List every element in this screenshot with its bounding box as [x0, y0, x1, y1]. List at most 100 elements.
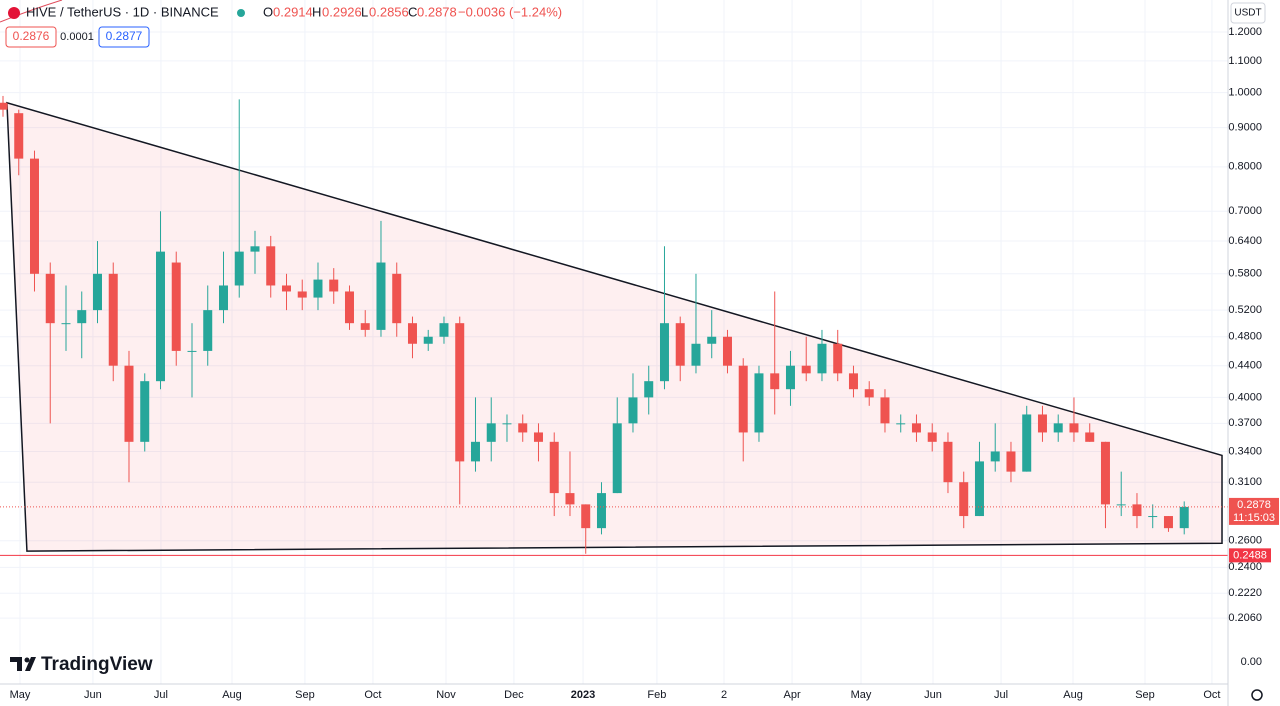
candle-body	[833, 343, 843, 374]
candle-body	[1179, 506, 1189, 529]
brand[interactable]: TradingView	[41, 654, 153, 675]
candle-body	[880, 397, 890, 424]
candle-body	[407, 323, 417, 344]
x-tick-label: Oct	[1203, 689, 1220, 701]
candle-body	[864, 389, 874, 398]
buy-price[interactable]: 0.2877	[106, 29, 143, 43]
market-status	[237, 9, 245, 17]
candle-body	[549, 441, 559, 494]
y-tick-label: 0.2220	[1228, 587, 1262, 599]
y-tick-label: 0.3400	[1228, 445, 1262, 457]
x-tick-label: Sep	[1135, 689, 1155, 701]
candle-body	[124, 365, 134, 442]
candle-body	[297, 291, 307, 298]
candle-body	[1085, 432, 1095, 442]
candle-body	[754, 373, 764, 433]
candle-body	[344, 291, 354, 324]
candle-body	[1037, 414, 1047, 433]
currency-button[interactable]	[1230, 2, 1266, 24]
sell-button[interactable]	[5, 26, 57, 48]
ohlc-value: 0.2878	[417, 4, 457, 19]
y-tick-label: 0.4400	[1228, 360, 1262, 372]
candle-body	[1132, 504, 1142, 517]
ohlc-label: O	[263, 4, 273, 19]
x-tick-label: Jul	[994, 689, 1008, 701]
candle-body	[691, 343, 701, 366]
candle-body	[92, 273, 102, 311]
candle-body	[927, 432, 937, 442]
candle-body	[848, 373, 858, 390]
x-tick-label: Oct	[364, 689, 381, 701]
candle-body	[911, 423, 921, 433]
currency[interactable]: USDT	[1234, 8, 1261, 19]
candle-body	[596, 493, 606, 529]
candle-body	[108, 273, 118, 366]
candle-body	[313, 279, 323, 298]
x-tick-label: Sep	[295, 689, 315, 701]
candle-body	[770, 373, 780, 390]
x-tick-label: 2023	[571, 689, 595, 701]
axis-bottom-label: 0.00	[1241, 656, 1262, 668]
candle-body	[959, 482, 969, 517]
ohlc-label: H	[312, 4, 321, 19]
x-tick-label: Apr	[783, 689, 800, 701]
candle-body	[1053, 423, 1063, 433]
y-tick-label: 0.5800	[1228, 268, 1262, 280]
y-tick-label: 0.8000	[1228, 161, 1262, 173]
candle-body	[470, 441, 480, 462]
x-tick-label: Jun	[84, 689, 102, 701]
y-tick-label: 0.4000	[1228, 391, 1262, 403]
x-tick-label: Dec	[504, 689, 524, 701]
candle-body	[281, 285, 291, 292]
y-tick-label: 1.0000	[1228, 87, 1262, 99]
candle-body	[943, 441, 953, 483]
ohlc-label: C	[408, 4, 417, 19]
candle-body	[581, 504, 591, 529]
candle-body	[974, 461, 984, 517]
ohlc-label: L	[361, 4, 368, 19]
countdown: 11:15:03	[1233, 512, 1275, 524]
candle-body	[486, 423, 496, 442]
candle-body	[329, 279, 339, 292]
x-tick-label: Aug	[1063, 689, 1083, 701]
candle-body	[612, 423, 622, 494]
candle-body	[234, 251, 244, 286]
candle-body	[155, 251, 165, 382]
candle-body	[707, 336, 717, 344]
partial-drawing	[0, 0, 63, 23]
y-tick-label: 0.3100	[1228, 476, 1262, 488]
x-tick-label: Jul	[154, 689, 168, 701]
spread: 0.0001	[60, 31, 94, 43]
y-tick-label: 1.2000	[1228, 26, 1262, 38]
symbol-title[interactable]: HIVE / TetherUS · 1D · BINANCE	[26, 4, 219, 19]
candle-body	[722, 336, 732, 366]
candle-body	[266, 246, 276, 286]
y-tick-label: 0.9000	[1228, 122, 1262, 134]
sell-price[interactable]: 0.2876	[13, 29, 50, 43]
logo-mark	[10, 657, 36, 671]
candle-body	[0, 102, 8, 110]
plot	[0, 95, 1228, 556]
candle-body	[896, 423, 906, 425]
last-price-box	[1229, 497, 1279, 525]
candle-body	[801, 365, 811, 374]
candle-body	[1148, 516, 1158, 518]
candle-body	[659, 323, 669, 382]
x-tick-label: May	[851, 689, 872, 701]
settings-button[interactable]	[1251, 689, 1263, 701]
candle-body	[1069, 423, 1079, 433]
candle-body	[1006, 451, 1016, 472]
candle-body	[675, 323, 685, 366]
x-tick-label: Nov	[436, 689, 456, 701]
x-tick-label: Jun	[924, 689, 942, 701]
candle-body	[171, 262, 181, 351]
y-tick-label: 0.2400	[1228, 561, 1262, 573]
y-tick-label: 0.4800	[1228, 331, 1262, 343]
candle-body	[565, 493, 575, 505]
x-tick-label: May	[10, 689, 31, 701]
y-tick-label: 0.3700	[1228, 417, 1262, 429]
candle-body	[360, 323, 370, 330]
last-price-label: 0.2878	[1237, 499, 1271, 511]
buy-button[interactable]	[98, 26, 150, 48]
